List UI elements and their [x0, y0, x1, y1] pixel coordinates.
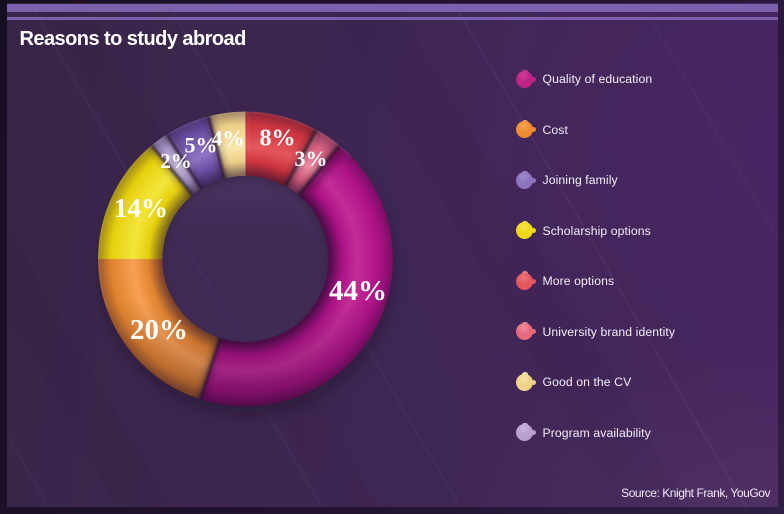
svg-text:14%: 14%	[114, 193, 168, 223]
svg-text:3%: 3%	[295, 146, 328, 171]
svg-text:2%: 2%	[160, 149, 192, 173]
svg-text:5%: 5%	[185, 133, 218, 158]
svg-text:44%: 44%	[329, 275, 387, 307]
svg-text:20%: 20%	[130, 314, 188, 346]
svg-text:4%: 4%	[212, 126, 245, 151]
svg-text:8%: 8%	[260, 126, 296, 152]
